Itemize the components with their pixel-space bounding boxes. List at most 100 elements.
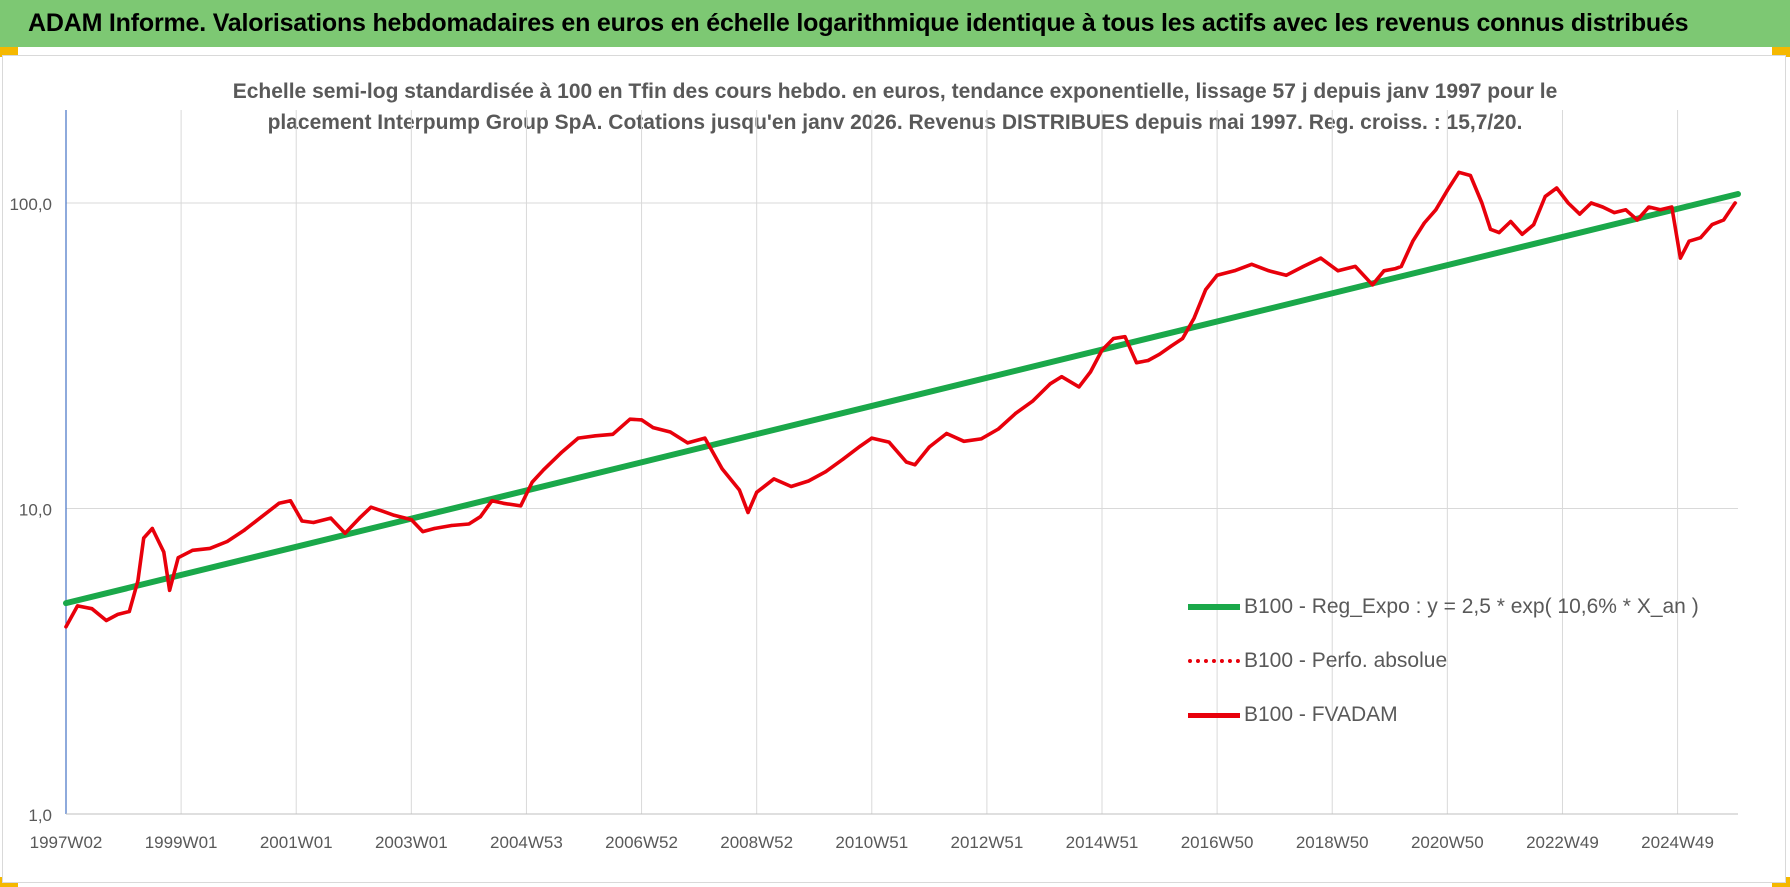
data-point-fvadam [841, 457, 845, 461]
data-point-fvadam [369, 505, 373, 509]
data-point-fvadam [1123, 335, 1127, 339]
data-point-fvadam [501, 501, 506, 505]
data-point-fvadam [824, 470, 828, 474]
x-tick-label: 2001W01 [260, 833, 333, 852]
data-point-fvadam [176, 556, 180, 560]
data-point-fvadam [1399, 264, 1403, 269]
data-point-fvadam [1048, 382, 1052, 386]
page-title: ADAM Informe. Valorisations hebdomadaire… [28, 9, 1689, 37]
legend-swatch-green-solid [1188, 604, 1240, 610]
data-point-fvadam [1336, 269, 1340, 273]
data-point-fvadam [1710, 222, 1714, 227]
series-line-reg-expo [63, 191, 1741, 607]
data-point-fvadam [1555, 186, 1559, 190]
data-point-fvadam [1624, 208, 1628, 212]
data-point-fvadam [1204, 288, 1208, 292]
data-point-fvadam [870, 436, 874, 440]
x-tick-label: 2012W51 [951, 833, 1024, 852]
data-point-fvadam [703, 436, 707, 440]
data-point-fvadam [329, 516, 333, 520]
data-point-fvadam [1411, 239, 1415, 243]
data-point-fvadam [1319, 256, 1323, 260]
tick-labels: 1,0 10,0 100,0 1997W02 1999W01 2001W01 2003W01… [9, 195, 1714, 852]
data-point-fvadam [208, 546, 212, 551]
data-point-fvadam [1480, 201, 1484, 205]
x-tick-label: 2020W50 [1411, 833, 1484, 852]
data-point-fvadam [1578, 212, 1582, 216]
data-point-fvadam [668, 430, 672, 434]
data-point-fvadam [772, 477, 776, 481]
data-point-fvadam [127, 609, 131, 614]
x-tick-label: 1999W01 [145, 833, 218, 852]
data-point-fvadam [432, 526, 436, 531]
data-point-fvadam [1647, 205, 1651, 209]
data-point-fvadam [1088, 370, 1093, 374]
data-point-fvadam [542, 468, 546, 472]
data-point-fvadam [1146, 358, 1150, 363]
data-point-fvadam [1678, 256, 1683, 260]
data-point-fvadam [1267, 269, 1271, 273]
data-point-fvadam [979, 437, 983, 441]
data-point-fvadam [380, 509, 385, 513]
data-point-fvadam [1157, 352, 1162, 356]
y-tick-label: 10,0 [19, 501, 52, 520]
data-point-fvadam [1687, 239, 1691, 243]
data-point-fvadam [720, 467, 724, 471]
data-point-fvadam [277, 501, 281, 505]
x-tick-label: 1997W02 [30, 833, 103, 852]
data-point-fvadam [1445, 188, 1449, 192]
data-point-fvadam [651, 425, 655, 430]
data-point-fvadam [1589, 201, 1593, 205]
data-point-fvadam [1382, 269, 1386, 273]
data-point-fvadam [1370, 283, 1375, 287]
data-point-fvadam [1509, 219, 1513, 224]
chart-title: Echelle semi-log standardisée à 100 en T… [160, 76, 1630, 138]
x-tick-label: 2006W52 [605, 833, 678, 852]
legend-item-reg-expo: B100 - Reg_Expo : y = 2,5 * exp( 10,6% *… [1188, 590, 1748, 644]
data-point-fvadam [490, 499, 494, 503]
data-point-fvadam [450, 523, 454, 528]
data-point-fvadam [1612, 211, 1616, 215]
data-point-fvadam [225, 539, 229, 544]
data-point-fvadam [962, 439, 966, 443]
data-point-fvadam [357, 516, 362, 520]
data-point-fvadam [168, 588, 172, 592]
data-point-fvadam [996, 427, 1001, 431]
data-point-fvadam [104, 618, 108, 623]
x-tick-label: 2018W50 [1296, 833, 1369, 852]
data-point-fvadam [737, 488, 742, 492]
data-point-fvadam [343, 531, 347, 535]
data-point-fvadam [1169, 344, 1173, 348]
data-point-fvadam [530, 480, 534, 484]
data-point-fvadam [1284, 273, 1288, 277]
axes [65, 110, 1738, 815]
data-point-fvadam [1232, 269, 1236, 273]
header-bar [0, 0, 1790, 47]
data-point-fvadam [1468, 173, 1472, 178]
data-point-fvadam [136, 579, 140, 583]
x-tick-label: 2008W52 [720, 833, 793, 852]
data-point-fvadam [478, 515, 483, 519]
data-point-fvadam [1532, 222, 1536, 227]
data-point-fvadam [1733, 201, 1737, 205]
data-point-fvadam [1722, 218, 1726, 222]
data-point-fvadam [904, 460, 908, 464]
data-point-fvadam [806, 479, 811, 483]
x-tick-label: 2003W01 [375, 833, 448, 852]
data-point-fvadam [858, 444, 862, 448]
data-point-fvadam [887, 440, 891, 444]
legend-item-fvadam: B100 - FVADAM [1188, 698, 1748, 752]
data-point-fvadam [686, 441, 690, 445]
y-tick-label: 1,0 [28, 806, 52, 825]
data-point-fvadam [421, 530, 425, 534]
data-point-fvadam [611, 432, 615, 436]
data-point-fvadam [576, 436, 580, 440]
data-point-fvadam [1192, 316, 1196, 320]
data-point-fvadam [150, 526, 154, 531]
data-point-fvadam [1457, 170, 1461, 174]
chart-frame [2, 55, 1786, 883]
data-point-fvadam [1180, 336, 1185, 341]
x-tick-label: 2004W53 [490, 833, 563, 852]
data-point-fvadam [639, 418, 644, 422]
